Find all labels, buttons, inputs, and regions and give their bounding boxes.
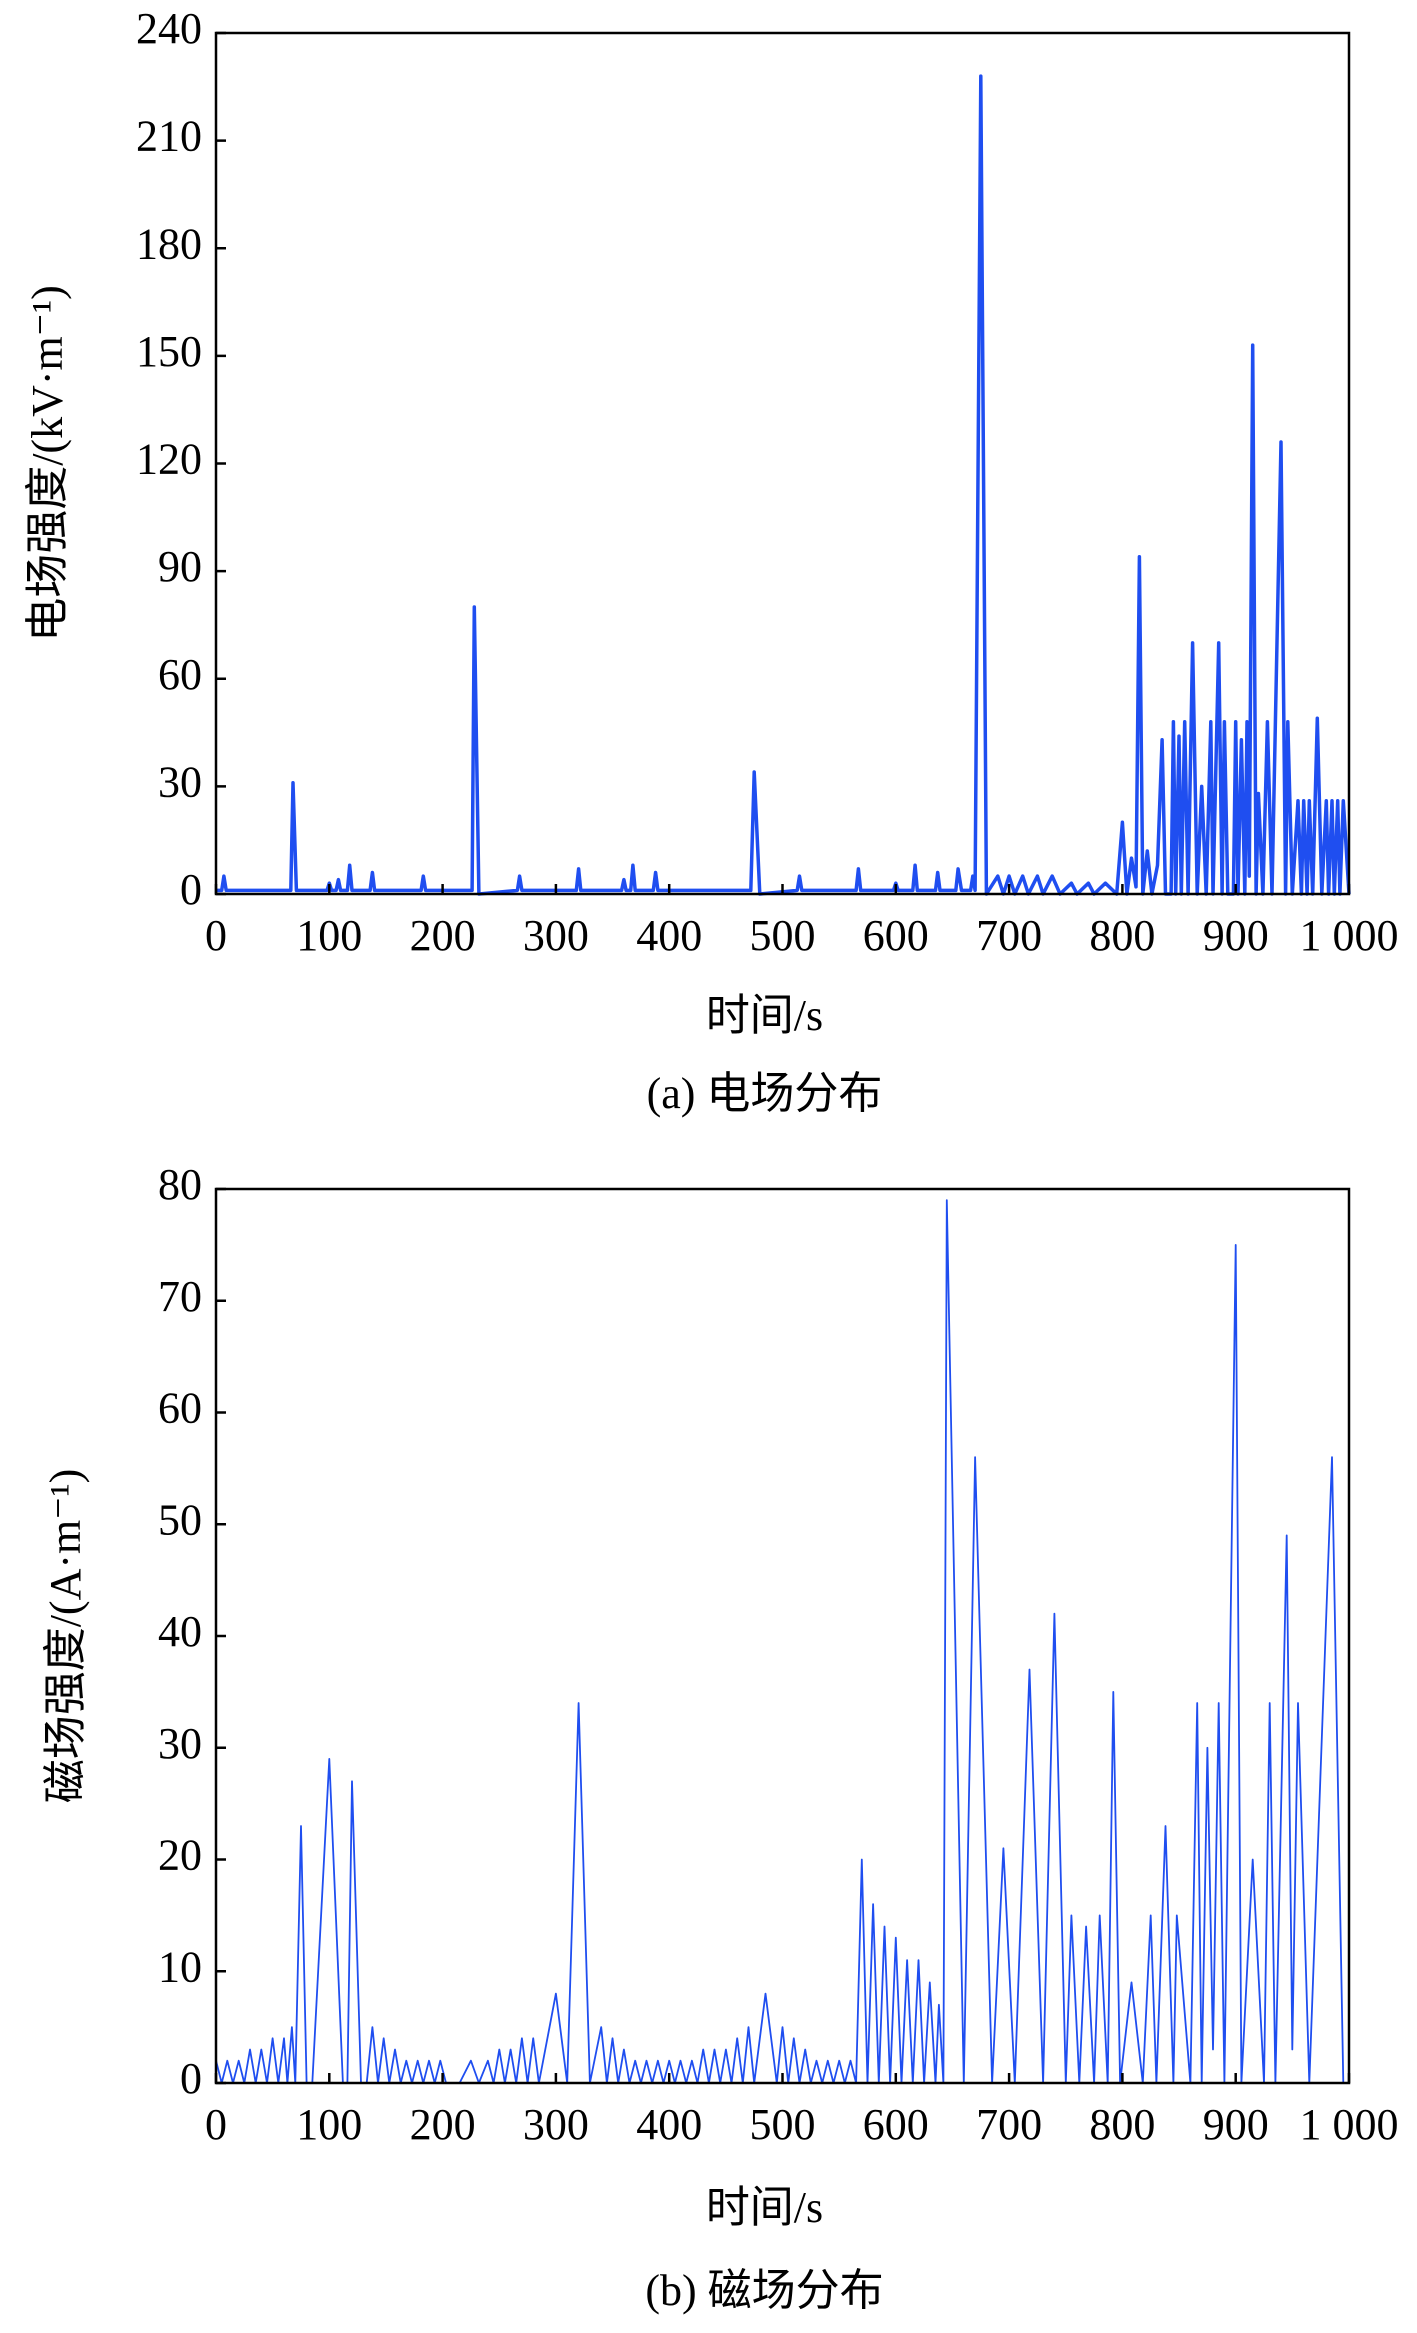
data-line xyxy=(215,1199,1349,2084)
x-tick-label: 300 xyxy=(523,2100,589,2149)
y-tick-label: 0 xyxy=(180,2054,202,2103)
y-tick-label: 30 xyxy=(158,1719,202,1768)
x-tick-label: 1 000 xyxy=(1300,2100,1399,2149)
y-tick-label: 40 xyxy=(158,1607,202,1656)
data-line xyxy=(216,74,1351,896)
y-tick-label: 120 xyxy=(136,435,202,484)
x-tick-label: 0 xyxy=(205,911,227,960)
x-tick-label: 300 xyxy=(523,911,589,960)
x-tick-label: 700 xyxy=(976,911,1042,960)
x-tick-label: 900 xyxy=(1203,911,1269,960)
x-tick-label: 700 xyxy=(976,2100,1042,2149)
x-tick-label: 600 xyxy=(863,2100,929,2149)
y-axis-label: 电场强度/(kV·m⁻¹) xyxy=(23,285,72,642)
y-tick-label: 50 xyxy=(158,1495,202,1544)
x-axis-label: 时间/s xyxy=(706,2183,823,2232)
x-axis-label: 时间/s xyxy=(706,991,823,1040)
y-tick-label: 30 xyxy=(158,757,202,806)
y-tick-label: 60 xyxy=(158,1384,202,1433)
x-tick-label: 800 xyxy=(1089,2100,1155,2149)
y-tick-label: 90 xyxy=(158,542,202,591)
caption: (a) 电场分布 xyxy=(647,1069,883,1118)
x-tick-label: 100 xyxy=(296,2100,362,2149)
y-tick-label: 60 xyxy=(158,650,202,699)
y-tick-label: 240 xyxy=(136,4,202,53)
x-tick-label: 400 xyxy=(636,911,702,960)
y-tick-label: 210 xyxy=(136,112,202,161)
y-tick-label: 70 xyxy=(158,1272,202,1321)
x-tick-label: 200 xyxy=(410,911,476,960)
x-tick-label: 800 xyxy=(1089,911,1155,960)
x-tick-label: 500 xyxy=(750,2100,816,2149)
y-tick-label: 10 xyxy=(158,1942,202,1991)
x-tick-label: 600 xyxy=(863,911,929,960)
x-tick-label: 200 xyxy=(410,2100,476,2149)
x-tick-label: 0 xyxy=(205,2100,227,2149)
x-tick-label: 900 xyxy=(1203,2100,1269,2149)
y-tick-label: 20 xyxy=(158,1831,202,1880)
x-tick-label: 1 000 xyxy=(1300,911,1399,960)
caption: (b) 磁场分布 xyxy=(645,2266,883,2315)
y-axis-label: 磁场强度/(A·m⁻¹) xyxy=(41,1469,90,1804)
x-tick-label: 100 xyxy=(296,911,362,960)
y-tick-label: 80 xyxy=(158,1160,202,1209)
y-tick-label: 180 xyxy=(136,219,202,268)
y-tick-label: 0 xyxy=(180,865,202,914)
x-tick-label: 500 xyxy=(750,911,816,960)
y-tick-label: 150 xyxy=(136,327,202,376)
x-tick-label: 400 xyxy=(636,2100,702,2149)
